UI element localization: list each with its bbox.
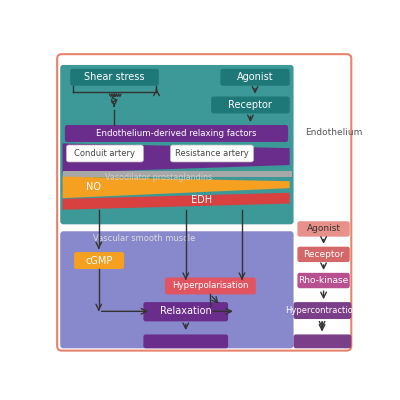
FancyBboxPatch shape xyxy=(60,65,294,224)
Text: Agonist: Agonist xyxy=(237,72,273,82)
FancyBboxPatch shape xyxy=(144,302,228,321)
FancyBboxPatch shape xyxy=(294,334,351,348)
Polygon shape xyxy=(62,144,290,173)
FancyBboxPatch shape xyxy=(74,252,124,269)
Text: Hyperpolarisation: Hyperpolarisation xyxy=(172,282,249,290)
FancyBboxPatch shape xyxy=(297,221,350,237)
Text: Agonist: Agonist xyxy=(306,224,340,234)
FancyBboxPatch shape xyxy=(66,145,144,162)
FancyBboxPatch shape xyxy=(144,334,228,348)
Text: Endothelium: Endothelium xyxy=(305,128,362,137)
Text: Resistance artery: Resistance artery xyxy=(175,149,249,158)
Text: EDH: EDH xyxy=(190,196,212,206)
Polygon shape xyxy=(62,193,290,210)
Text: NO: NO xyxy=(86,182,101,192)
Text: cGMP: cGMP xyxy=(85,256,112,266)
Text: Endothelium-derived relaxing factors: Endothelium-derived relaxing factors xyxy=(96,129,257,138)
FancyBboxPatch shape xyxy=(65,125,288,142)
Text: Vascular smooth muscle: Vascular smooth muscle xyxy=(93,234,196,244)
FancyBboxPatch shape xyxy=(297,273,350,288)
Text: Hypercontraction: Hypercontraction xyxy=(286,306,359,315)
FancyBboxPatch shape xyxy=(60,231,294,348)
Text: Rho-kinase: Rho-kinase xyxy=(298,276,349,285)
Text: Conduit artery: Conduit artery xyxy=(74,149,135,158)
Text: Shear stress: Shear stress xyxy=(84,72,144,82)
Text: Receptor: Receptor xyxy=(228,100,272,110)
FancyBboxPatch shape xyxy=(297,247,350,262)
FancyBboxPatch shape xyxy=(170,145,254,162)
FancyBboxPatch shape xyxy=(211,96,290,114)
FancyBboxPatch shape xyxy=(220,69,290,86)
Text: Relaxation: Relaxation xyxy=(160,306,212,316)
Bar xyxy=(62,171,292,176)
FancyBboxPatch shape xyxy=(294,302,351,319)
FancyBboxPatch shape xyxy=(165,278,256,294)
Text: Receptor: Receptor xyxy=(303,250,344,259)
FancyBboxPatch shape xyxy=(70,69,159,86)
Text: Vasodilator prostaglandins: Vasodilator prostaglandins xyxy=(105,173,212,182)
Polygon shape xyxy=(62,176,290,198)
